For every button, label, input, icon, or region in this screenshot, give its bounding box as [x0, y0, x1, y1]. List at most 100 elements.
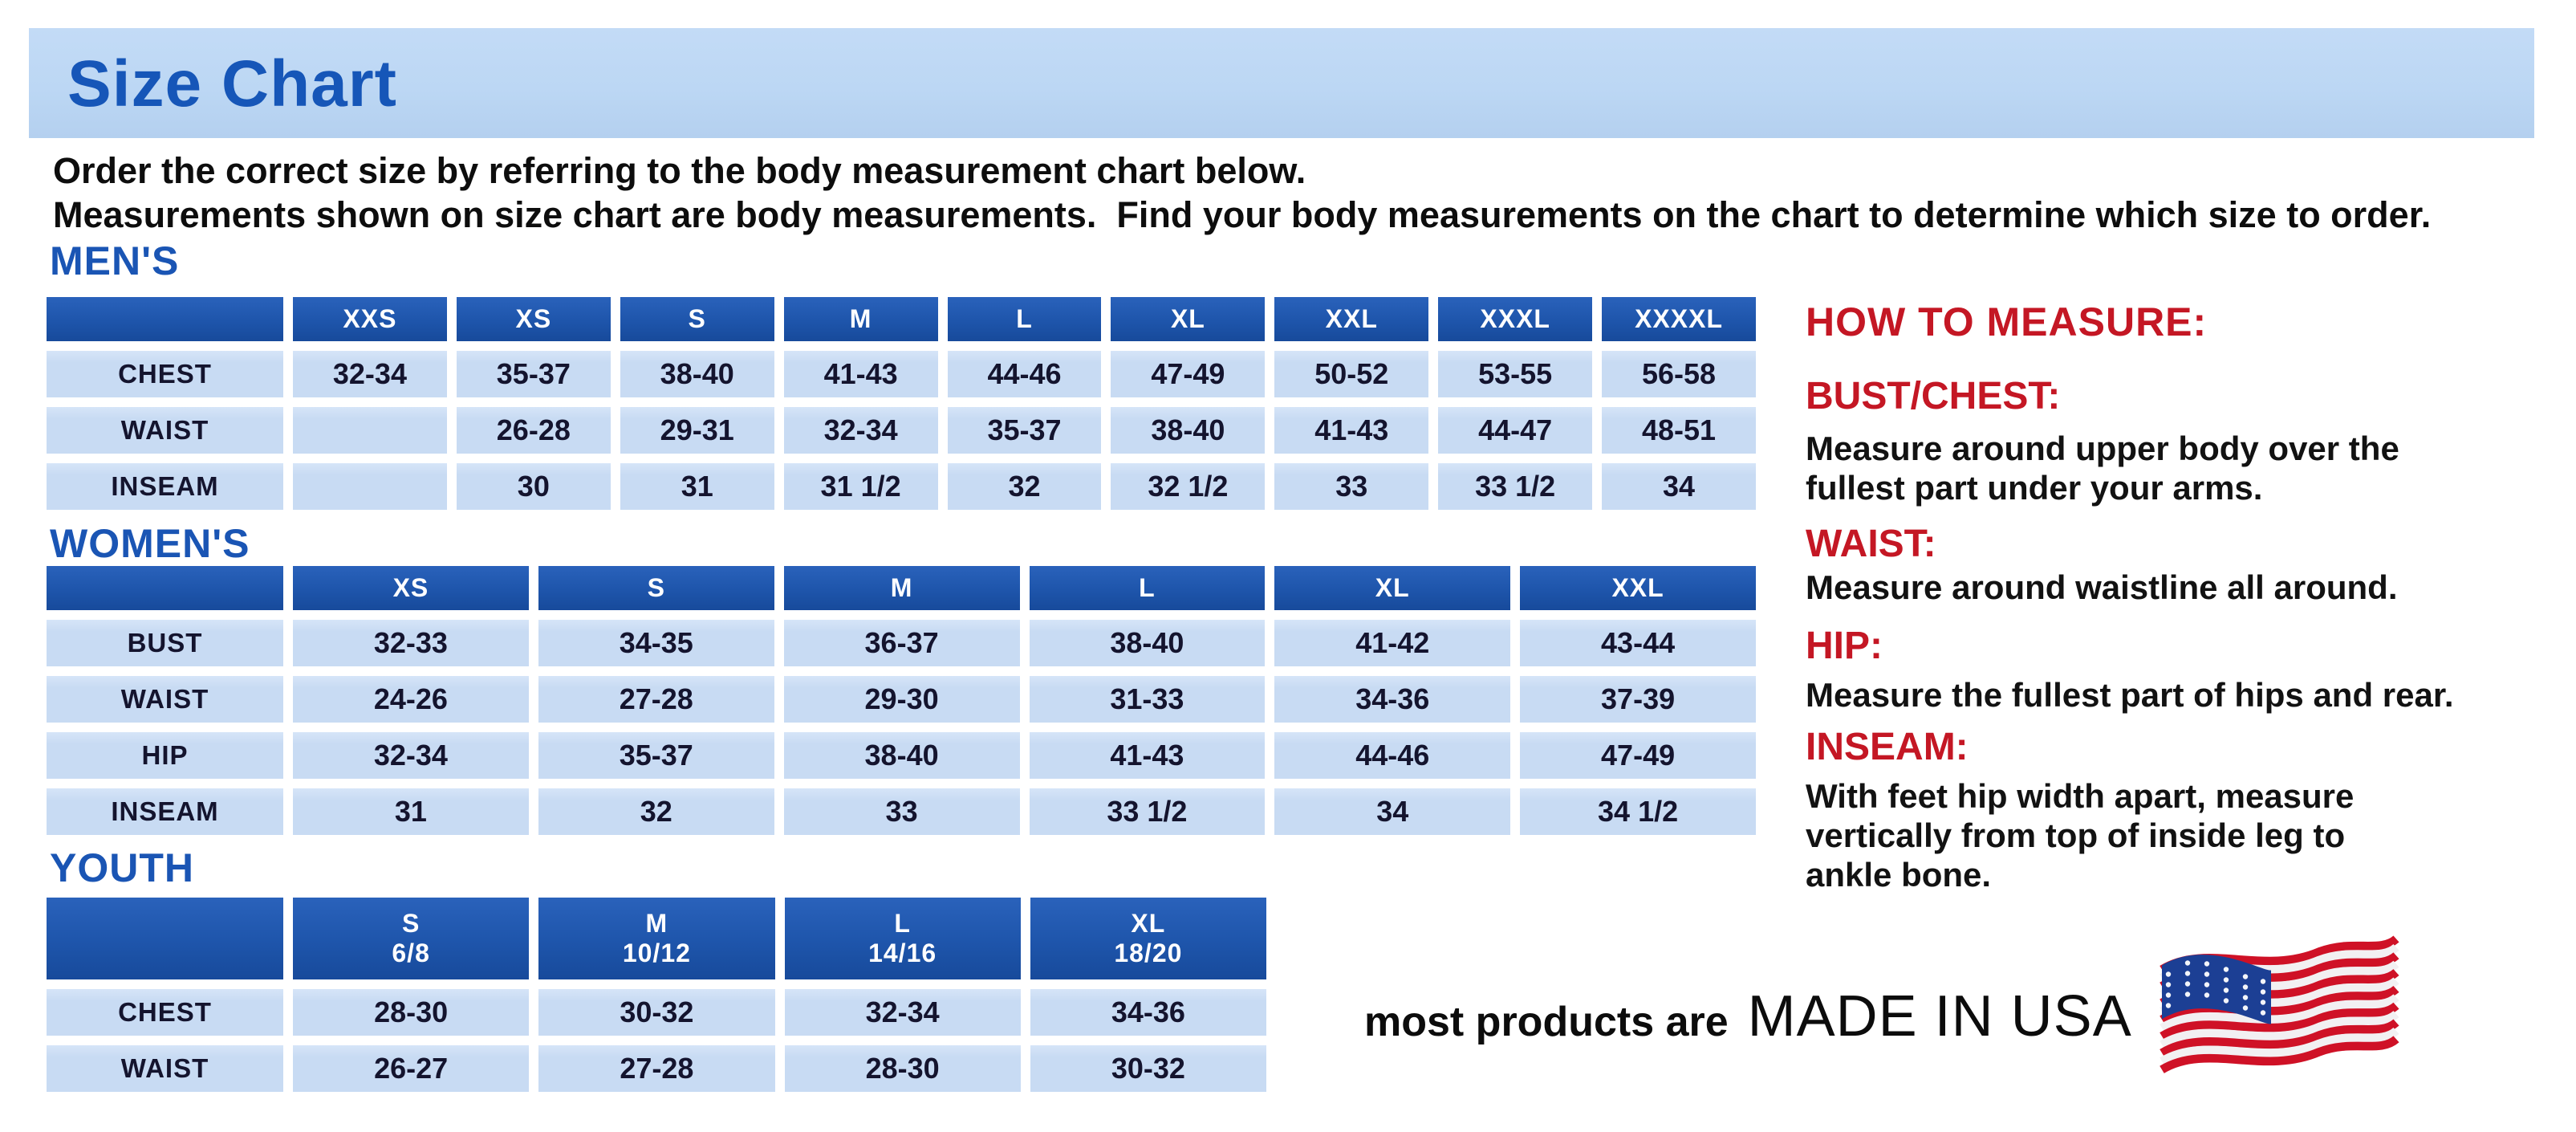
value-cell: 34-35 — [538, 620, 774, 666]
measure-text-inseam: With feet hip width apart, measure verti… — [1806, 777, 2355, 894]
value-cell: 41-42 — [1274, 620, 1511, 666]
value-cell: 26-27 — [293, 1045, 530, 1092]
row-label-cell: BUST — [47, 620, 283, 666]
womens-size-table: XS S M L XL XXL BUST 32-33 34-35 36-37 38-40 41-42 4… — [47, 566, 1756, 835]
row-label-cell: WAIST — [47, 407, 283, 454]
value-cell: 33 1/2 — [1438, 463, 1593, 510]
value-cell: 30-32 — [538, 989, 775, 1036]
measure-label-inseam: INSEAM: — [1806, 726, 1969, 768]
column-header-cell: S — [538, 566, 774, 610]
value-cell: 30 — [456, 463, 611, 510]
value-cell: 32-34 — [293, 732, 529, 779]
measure-label-hip: HIP: — [1806, 625, 1883, 667]
value-cell: 32-33 — [293, 620, 529, 666]
column-header-cell: XS — [293, 566, 529, 610]
value-cell: 44-47 — [1438, 407, 1593, 454]
value-cell: 38-40 — [1111, 407, 1266, 454]
womens-section-heading: WOMEN'S — [50, 521, 250, 566]
value-cell — [293, 463, 447, 510]
column-header-cell: XL 18/20 — [1030, 898, 1266, 979]
value-cell: 43-44 — [1520, 620, 1756, 666]
column-header-cell: S 6/8 — [293, 898, 530, 979]
value-cell: 36-37 — [783, 620, 1020, 666]
made-in-usa-text: MADE IN USA — [1747, 984, 2132, 1049]
value-cell: 31 — [620, 463, 774, 510]
value-cell: 50-52 — [1274, 351, 1429, 397]
row-label-cell: WAIST — [47, 676, 283, 723]
value-cell: 31 1/2 — [783, 463, 938, 510]
page-title: Size Chart — [67, 47, 397, 120]
value-cell: 32-34 — [783, 407, 938, 454]
youth-section-heading: YOUTH — [50, 845, 194, 890]
column-header-cell: M — [783, 566, 1020, 610]
column-header-cell: L — [1029, 566, 1266, 610]
value-cell — [293, 407, 447, 454]
how-to-measure-title: HOW TO MEASURE: — [1806, 299, 2208, 344]
value-cell: 32 1/2 — [1111, 463, 1266, 510]
measure-label-waist: WAIST: — [1806, 523, 1936, 565]
made-in-usa-line: most products are MADE IN USA — [1364, 983, 2132, 1049]
column-header-cell: XL — [1274, 566, 1511, 610]
value-cell: 47-49 — [1111, 351, 1266, 397]
value-cell: 34-36 — [1030, 989, 1266, 1036]
measure-text-hip: Measure the fullest part of hips and rea… — [1806, 676, 2454, 714]
column-header-cell: XXL — [1274, 297, 1429, 341]
value-cell: 27-28 — [538, 1045, 775, 1092]
value-cell: 28-30 — [784, 1045, 1021, 1092]
value-cell: 32-34 — [784, 989, 1021, 1036]
column-header-cell: XXS — [293, 297, 447, 341]
value-cell: 41-43 — [1029, 732, 1266, 779]
column-header-cell: XXXXL — [1602, 297, 1756, 341]
measure-label-bust-chest: BUST/CHEST: — [1806, 375, 2061, 417]
made-in-usa-prefix: most products are — [1364, 999, 1729, 1045]
value-cell: 37-39 — [1520, 676, 1756, 723]
mens-section-heading: MEN'S — [50, 238, 180, 283]
value-cell: 30-32 — [1030, 1045, 1266, 1092]
value-cell: 27-28 — [538, 676, 774, 723]
value-cell: 44-46 — [1274, 732, 1511, 779]
value-cell: 38-40 — [783, 732, 1020, 779]
row-label-cell: CHEST — [47, 989, 283, 1036]
column-header-cell: XXL — [1520, 566, 1756, 610]
value-cell: 34 — [1274, 788, 1511, 835]
value-cell: 29-30 — [783, 676, 1020, 723]
value-cell: 38-40 — [1029, 620, 1266, 666]
value-cell: 33 1/2 — [1029, 788, 1266, 835]
title-banner: Size Chart — [29, 28, 2534, 138]
column-header-cell: XXXL — [1438, 297, 1593, 341]
row-label-cell: WAIST — [47, 1045, 283, 1092]
value-cell: 56-58 — [1602, 351, 1756, 397]
value-cell: 53-55 — [1438, 351, 1593, 397]
intro-line-2: Measurements shown on size chart are bod… — [53, 194, 2432, 235]
value-cell: 41-43 — [783, 351, 938, 397]
value-cell: 44-46 — [947, 351, 1102, 397]
value-cell: 47-49 — [1520, 732, 1756, 779]
value-cell: 32 — [947, 463, 1102, 510]
value-cell: 26-28 — [456, 407, 611, 454]
value-cell: 34-36 — [1274, 676, 1511, 723]
column-header-cell: XL — [1111, 297, 1266, 341]
table-corner-cell — [47, 898, 283, 979]
table-corner-cell — [47, 297, 283, 341]
column-header-cell: L 14/16 — [784, 898, 1021, 979]
column-header-cell: M 10/12 — [538, 898, 775, 979]
value-cell: 33 — [1274, 463, 1429, 510]
value-cell: 34 1/2 — [1520, 788, 1756, 835]
mens-size-table: XXS XS S M L XL XXL XXXL XXXXL CHEST 32-34 35-37 38-… — [47, 297, 1756, 510]
value-cell: 35-37 — [538, 732, 774, 779]
value-cell: 33 — [783, 788, 1020, 835]
column-header-cell: XS — [456, 297, 611, 341]
value-cell: 29-31 — [620, 407, 774, 454]
value-cell: 34 — [1602, 463, 1756, 510]
value-cell: 38-40 — [620, 351, 774, 397]
value-cell: 35-37 — [947, 407, 1102, 454]
us-flag-icon — [2151, 927, 2407, 1092]
value-cell: 48-51 — [1602, 407, 1756, 454]
value-cell: 24-26 — [293, 676, 529, 723]
intro-text: Order the correct size by referring to t… — [53, 149, 2431, 237]
intro-line-1: Order the correct size by referring to t… — [53, 150, 1306, 191]
column-header-cell: S — [620, 297, 774, 341]
youth-size-table: S 6/8 M 10/12 L 14/16 XL 18/20 CHEST 28-30 30-… — [47, 898, 1266, 1092]
row-label-cell: CHEST — [47, 351, 283, 397]
